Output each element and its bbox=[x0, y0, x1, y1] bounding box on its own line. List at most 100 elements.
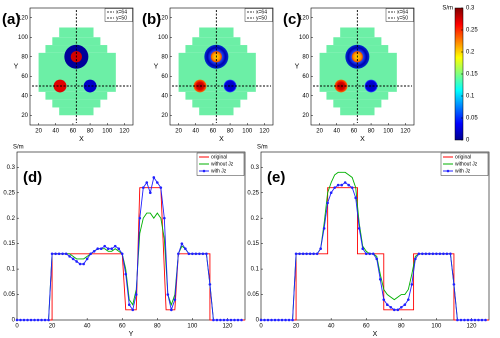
data-point bbox=[315, 252, 319, 256]
data-point bbox=[19, 318, 22, 322]
plot-frame bbox=[310, 7, 415, 126]
data-point bbox=[131, 308, 135, 312]
x-tick-label: 120 bbox=[466, 324, 477, 330]
data-point bbox=[484, 318, 487, 322]
x-tick-label: 20 bbox=[175, 129, 182, 135]
data-point bbox=[473, 318, 477, 322]
data-point bbox=[103, 244, 106, 248]
data-point bbox=[173, 298, 177, 301]
panel-label: (a) bbox=[2, 11, 20, 28]
low-inclusion bbox=[223, 79, 237, 93]
x-tick-label: 80 bbox=[87, 129, 94, 135]
y-tick-label: 40 bbox=[161, 93, 168, 99]
data-point bbox=[266, 318, 270, 322]
colorbar-tick-label: 0 bbox=[466, 138, 470, 144]
data-point bbox=[226, 318, 229, 322]
data-point bbox=[36, 318, 40, 322]
y-tick-label: 20 bbox=[21, 113, 28, 119]
data-point bbox=[396, 308, 400, 312]
data-point bbox=[68, 255, 71, 258]
y-tick-label: 120 bbox=[299, 15, 310, 21]
data-point bbox=[280, 318, 284, 322]
data-point bbox=[64, 252, 68, 256]
data-point bbox=[205, 252, 208, 256]
data-point bbox=[452, 283, 456, 286]
data-point bbox=[191, 252, 194, 256]
data-point bbox=[322, 227, 326, 230]
y-tick-label: 0.25 bbox=[3, 190, 15, 196]
colorbar-tick-label: 0.3 bbox=[466, 6, 475, 12]
x-tick-label: 40 bbox=[328, 324, 335, 330]
data-point bbox=[212, 318, 215, 322]
data-point bbox=[428, 252, 431, 256]
data-point bbox=[33, 318, 36, 322]
x-axis-label: X bbox=[360, 136, 365, 143]
data-point bbox=[152, 176, 156, 179]
data-point bbox=[463, 318, 466, 322]
data-point bbox=[99, 247, 103, 251]
y-tick-label: 0.1 bbox=[7, 267, 16, 273]
data-point bbox=[148, 191, 152, 195]
x-axis-label: Y bbox=[129, 331, 134, 338]
legend-label: x=64 bbox=[256, 9, 267, 15]
x-tick-label: 100 bbox=[383, 129, 394, 135]
legend-label: original bbox=[211, 154, 227, 160]
data-point bbox=[113, 244, 117, 248]
legend-label: y=50 bbox=[397, 15, 408, 21]
data-point bbox=[184, 247, 187, 251]
legend-box bbox=[440, 152, 489, 176]
y-tick-label: 120 bbox=[158, 15, 169, 21]
data-point bbox=[442, 252, 445, 256]
x-tick-label: 0 bbox=[259, 324, 263, 330]
unit-label: S/m bbox=[257, 145, 268, 151]
data-point bbox=[85, 257, 89, 261]
data-point bbox=[40, 318, 43, 322]
y-tick-label: 0 bbox=[12, 318, 16, 324]
data-point bbox=[319, 247, 322, 251]
data-point bbox=[336, 183, 340, 187]
phantom-background bbox=[340, 107, 375, 116]
data-point bbox=[47, 318, 50, 322]
legend-label: x=64 bbox=[116, 9, 127, 15]
x-tick-label: 80 bbox=[154, 324, 161, 330]
y-axis-label: Y bbox=[154, 63, 159, 70]
data-point bbox=[156, 181, 159, 184]
phantom-background bbox=[52, 99, 101, 108]
legend-label: y=50 bbox=[256, 15, 267, 21]
x-axis-label: X bbox=[373, 331, 378, 338]
x-tick-label: 40 bbox=[192, 129, 199, 135]
data-point bbox=[215, 318, 219, 322]
data-point bbox=[159, 186, 163, 189]
x-tick-label: 40 bbox=[52, 129, 59, 135]
data-point bbox=[92, 249, 96, 253]
data-point bbox=[431, 252, 435, 256]
data-point bbox=[61, 252, 64, 256]
y-tick-label: 0.15 bbox=[247, 241, 259, 247]
panel-label: (c) bbox=[283, 11, 301, 28]
legend-marker bbox=[446, 169, 450, 173]
data-point bbox=[364, 252, 368, 256]
x-tick-label: 120 bbox=[400, 129, 411, 135]
data-point bbox=[187, 252, 191, 256]
data-point bbox=[75, 260, 78, 263]
legend-box bbox=[196, 152, 245, 176]
data-point bbox=[291, 318, 294, 322]
x-tick-label: 100 bbox=[187, 324, 198, 330]
data-point bbox=[82, 262, 85, 266]
data-point bbox=[340, 183, 343, 187]
data-point bbox=[263, 318, 266, 322]
y-tick-label: 40 bbox=[21, 93, 28, 99]
y-tick-label: 60 bbox=[21, 74, 28, 80]
data-point bbox=[298, 252, 301, 256]
legend-label: with Jz bbox=[455, 168, 471, 174]
unit-label: S/m bbox=[13, 145, 24, 151]
phantom-background bbox=[192, 37, 241, 46]
data-point bbox=[270, 318, 273, 322]
phantom-background bbox=[199, 107, 234, 116]
data-point bbox=[333, 186, 336, 189]
data-point bbox=[194, 252, 198, 256]
data-point bbox=[308, 252, 312, 256]
y-tick-label: 80 bbox=[302, 54, 309, 60]
data-point bbox=[410, 283, 414, 286]
data-point bbox=[208, 283, 212, 286]
